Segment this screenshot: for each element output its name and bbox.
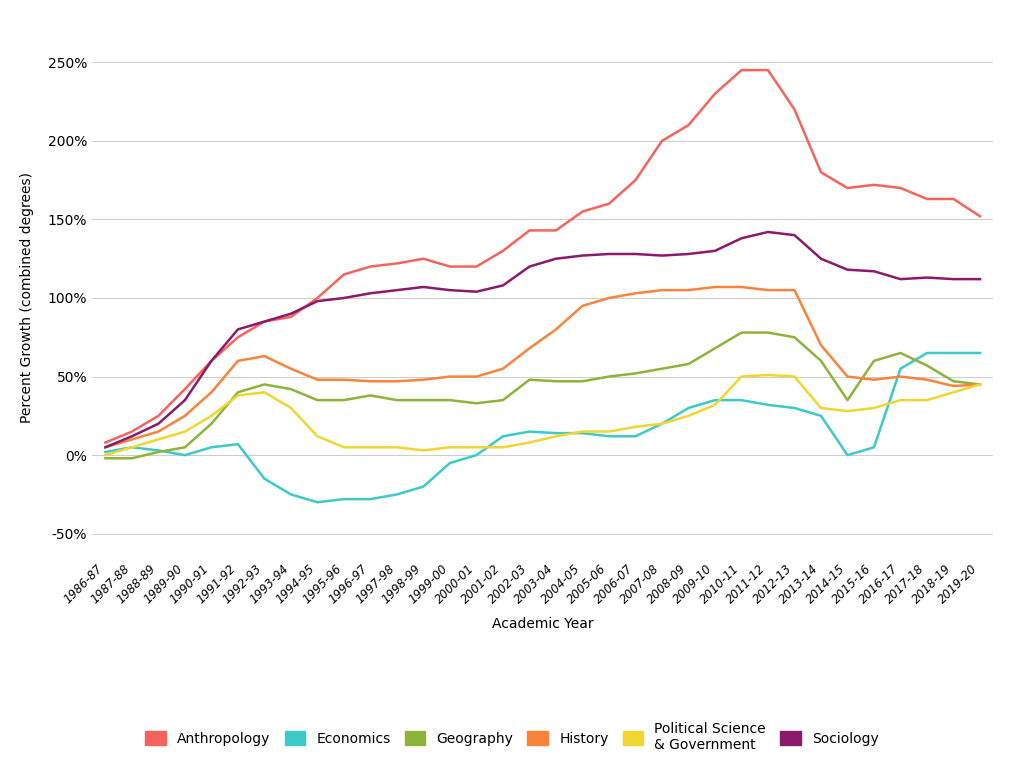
X-axis label: Academic Year: Academic Year [492, 618, 594, 632]
Legend: Anthropology, Economics, Geography, History, Political Science
& Government, Soc: Anthropology, Economics, Geography, Hist… [138, 715, 886, 759]
Y-axis label: Percent Growth (combined degrees): Percent Growth (combined degrees) [19, 173, 34, 423]
